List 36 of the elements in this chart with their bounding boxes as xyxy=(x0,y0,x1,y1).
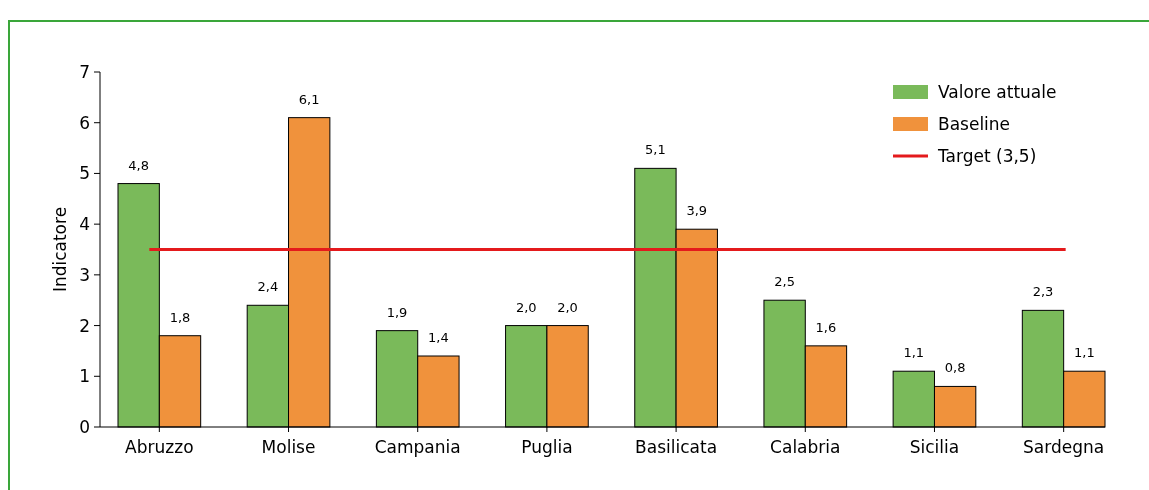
data-label: 2,0 xyxy=(557,299,578,315)
data-label: 3,9 xyxy=(686,203,708,219)
data-label: 1,9 xyxy=(386,304,408,320)
y-tick-label: 1 xyxy=(79,366,90,387)
x-tick-label: Puglia xyxy=(521,437,573,457)
y-tick-label: 7 xyxy=(79,61,90,82)
x-tick-label: Abruzzo xyxy=(125,437,194,457)
y-tick-label: 5 xyxy=(79,163,90,184)
x-tick-label: Campania xyxy=(374,437,461,457)
y-axis-title: Indicatore xyxy=(50,206,70,293)
x-tick-label: Sicilia xyxy=(909,437,960,457)
y-tick-label: 3 xyxy=(79,264,90,285)
data-label: 2,4 xyxy=(257,279,279,295)
data-label: 6,1 xyxy=(298,91,320,107)
y-tick-label: 2 xyxy=(79,315,90,336)
x-tick-label: Basilicata xyxy=(635,437,718,457)
data-label: 2,5 xyxy=(774,274,795,290)
data-label: 2,3 xyxy=(1032,284,1054,300)
legend-label: Target (3,5) xyxy=(937,145,1037,166)
y-tick-label: 6 xyxy=(79,112,90,133)
data-label: 0,8 xyxy=(944,360,966,376)
legend-label: Valore attuale xyxy=(938,81,1057,102)
x-tick-label: Sardegna xyxy=(1023,437,1105,457)
y-tick-label: 0 xyxy=(79,416,90,437)
data-label: 4,8 xyxy=(128,157,150,173)
data-label: 1,1 xyxy=(903,345,925,361)
x-tick-label: Molise xyxy=(261,437,316,457)
data-label: 2,0 xyxy=(515,299,537,315)
data-label: 1,4 xyxy=(428,330,449,345)
data-label: 1,1 xyxy=(1073,345,1095,361)
x-tick-label: Calabria xyxy=(770,437,841,457)
legend-label: Baseline xyxy=(938,113,1011,134)
data-label: 1,6 xyxy=(815,319,837,335)
data-label: 5,1 xyxy=(645,142,666,158)
y-tick-label: 4 xyxy=(79,214,90,235)
data-label: 1,8 xyxy=(169,309,191,325)
